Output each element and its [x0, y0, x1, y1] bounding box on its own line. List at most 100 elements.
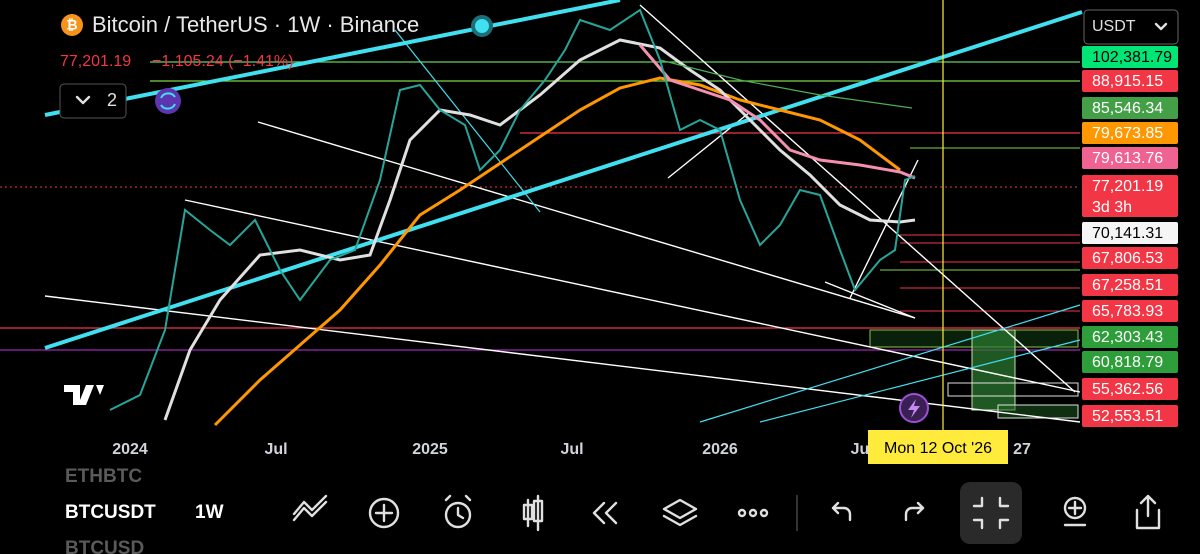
- candle-glyph: [522, 503, 534, 521]
- countdown: 3d 3h: [1092, 199, 1132, 216]
- redo-button[interactable]: [904, 501, 925, 522]
- price-scale: 102,381.79 88,915.15 85,546.34 79,673.85 79,…: [1082, 46, 1178, 427]
- channel-line: [44, 0, 621, 117]
- trendline: [849, 159, 919, 299]
- indicator-count: 2: [107, 90, 117, 110]
- trendline: [759, 339, 1081, 423]
- trendline: [699, 304, 1081, 423]
- zone: [997, 404, 1079, 419]
- trendline: [394, 29, 541, 213]
- price-label: 60,818.79: [1092, 354, 1163, 371]
- trendline: [257, 121, 916, 319]
- symbol-below[interactable]: BTCUSD: [65, 538, 144, 554]
- price-label: 102,381.79: [1092, 49, 1172, 66]
- time-label: Jul: [264, 441, 287, 458]
- trendline: [824, 281, 916, 319]
- replay-button[interactable]: [592, 501, 618, 525]
- moving-average: [659, 59, 913, 109]
- price-label: 85,546.34: [1092, 100, 1163, 117]
- price-label-bg: [1082, 147, 1178, 169]
- crosshair-label-bg: [868, 430, 1008, 464]
- price-label: 88,915.15: [1092, 73, 1163, 90]
- price-label: 52,553.51: [1092, 408, 1163, 425]
- undo-button[interactable]: [831, 501, 852, 522]
- share-button[interactable]: [1135, 494, 1161, 530]
- price-label-bg: [1082, 351, 1178, 373]
- alert-bolt: [908, 399, 920, 418]
- channel-line: [44, 10, 1083, 350]
- chevron: [75, 95, 91, 105]
- time-label: 2024: [112, 441, 148, 458]
- template-button[interactable]: [1063, 496, 1087, 520]
- price-label: 65,783.93: [1092, 303, 1163, 320]
- add-button[interactable]: [368, 497, 400, 529]
- more-dot[interactable]: [759, 508, 769, 518]
- more-dot[interactable]: [737, 508, 747, 518]
- currency-selector[interactable]: [1083, 9, 1179, 45]
- price-line: [109, 8, 916, 411]
- symbol-above[interactable]: ETHBTC: [65, 466, 142, 487]
- price-label: 70,141.31: [1092, 225, 1163, 242]
- price-label-bg: [1082, 70, 1178, 92]
- time-label: 2025: [412, 441, 448, 458]
- price-label-bg: [1082, 122, 1178, 144]
- price-label: 79,613.76: [1092, 150, 1163, 167]
- price-label-bg: [1082, 175, 1178, 217]
- alarm-button[interactable]: [444, 501, 472, 529]
- logo: [64, 385, 104, 405]
- template-glyph: [1063, 500, 1087, 527]
- fullscreen-glyph: [972, 496, 1010, 530]
- drawing-tool[interactable]: [292, 494, 328, 522]
- price-label-bg: [1082, 378, 1178, 400]
- price-label-bg: [1082, 46, 1178, 68]
- line-handle[interactable]: [471, 15, 493, 37]
- price-label-bg: [1082, 247, 1178, 269]
- sync-glyph: [160, 92, 176, 110]
- interval[interactable]: 1W: [195, 502, 224, 523]
- current-symbol[interactable]: BTCUSDT: [65, 502, 156, 523]
- price-label: 67,258.51: [1092, 277, 1163, 294]
- layers-button[interactable]: [662, 498, 698, 527]
- sync-icon[interactable]: [155, 88, 181, 114]
- zone: [947, 382, 1079, 397]
- chart-area: [0, 0, 1083, 430]
- moving-average: [213, 76, 901, 427]
- candle-glyph: [532, 499, 544, 523]
- fullscreen-button-bg[interactable]: [960, 482, 1022, 544]
- chevron: [1154, 22, 1168, 31]
- coin-icon: [61, 14, 83, 36]
- price-label: 77,201.19: [1092, 178, 1163, 195]
- price-label-bg: [1082, 222, 1178, 244]
- price-label-bg: [1082, 300, 1178, 322]
- price-change: −1,105.24 (−1.41%): [152, 53, 293, 70]
- price-label: 62,303.43: [1092, 329, 1163, 346]
- price-label-bg: [1082, 97, 1178, 119]
- last-price: 77,201.19: [60, 53, 131, 70]
- time-label: Jul: [560, 441, 583, 458]
- alarm-glyph: [444, 494, 472, 520]
- currency: USDT: [1092, 18, 1136, 35]
- moving-average: [163, 38, 916, 421]
- more-dot[interactable]: [748, 508, 758, 518]
- time-label: 2026: [702, 441, 738, 458]
- time-label: Ju: [851, 441, 870, 458]
- crosshair-label: Mon 12 Oct '26: [884, 440, 992, 457]
- toolbar: [292, 482, 1161, 544]
- time-axis: 2024 Jul 2025 Jul 2026 Ju 27 Mon 12 Oct '26: [112, 440, 1031, 458]
- trendline: [639, 4, 1076, 393]
- indicator-toggle[interactable]: [59, 83, 127, 119]
- price-label-bg: [1082, 326, 1178, 348]
- time-label: 27: [1013, 441, 1031, 458]
- add-glyph: [374, 503, 394, 523]
- price-label: 79,673.85: [1092, 125, 1163, 142]
- price-label: 67,806.53: [1092, 250, 1163, 267]
- moving-average: [638, 44, 916, 180]
- symbol-title: Bitcoin / TetherUS · 1W · Binance: [92, 12, 419, 37]
- price-label-bg: [1082, 274, 1178, 296]
- price-label-bg: [1082, 405, 1178, 427]
- price-label: 55,362.56: [1092, 381, 1163, 398]
- coin-glyph: ₿: [66, 17, 77, 33]
